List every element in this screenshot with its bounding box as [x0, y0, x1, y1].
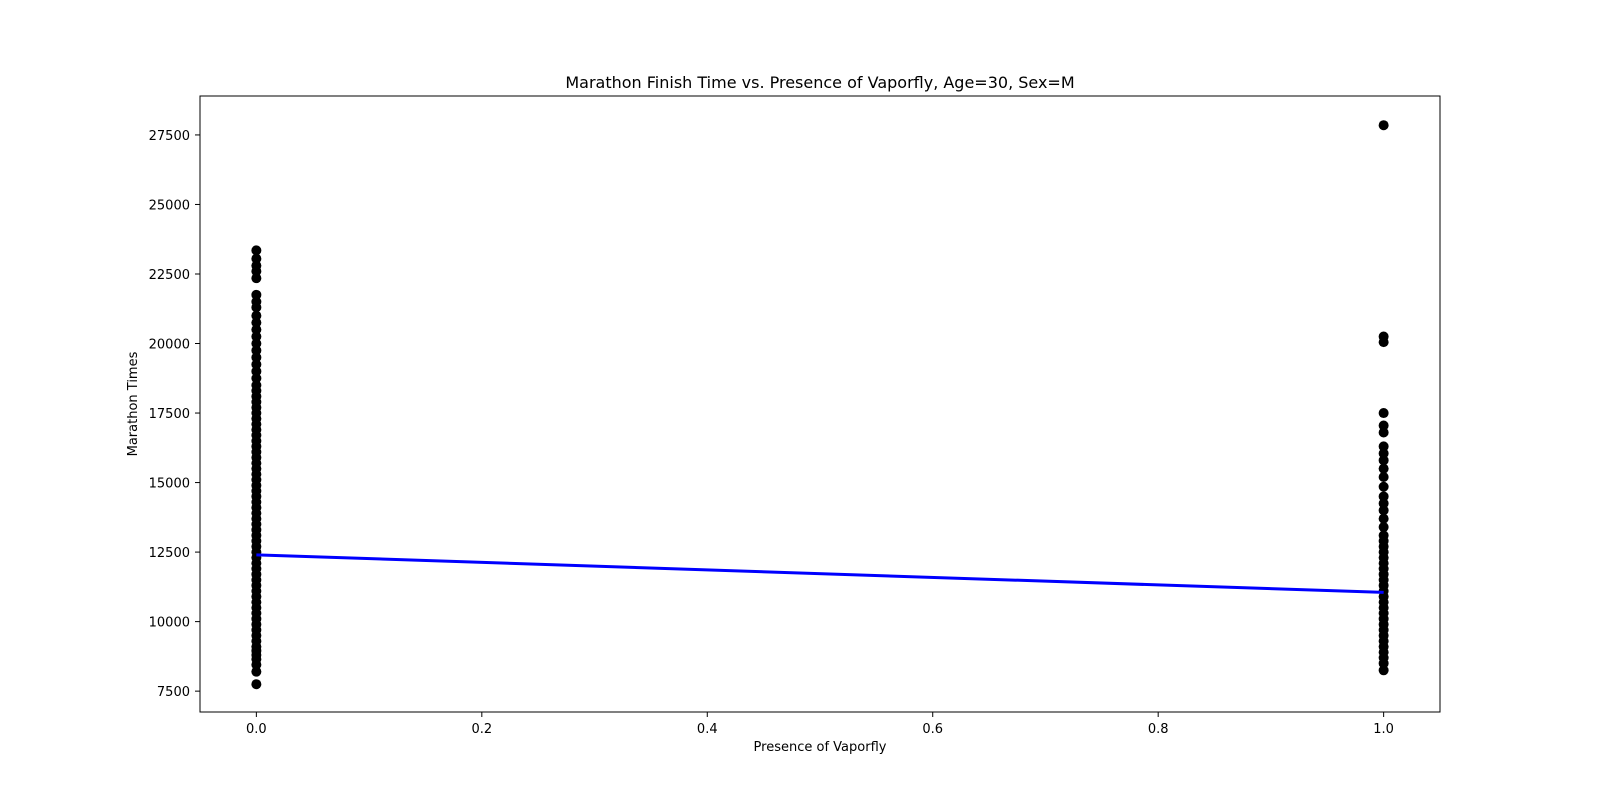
x-tick-label: 1.0	[1373, 722, 1394, 737]
y-tick-label: 12500	[149, 546, 190, 561]
data-point-56	[251, 359, 262, 370]
data-point-1	[251, 666, 262, 677]
data-point-67	[251, 273, 262, 284]
data-point-113	[1378, 120, 1389, 131]
data-point-105	[1378, 455, 1389, 466]
data-point-55	[251, 366, 262, 377]
data-point-65	[251, 296, 262, 307]
data-point-72	[1378, 665, 1389, 676]
data-point-97	[1378, 522, 1389, 533]
y-tick-label: 20000	[149, 338, 190, 353]
plot-marks	[251, 120, 1389, 690]
y-axis-label: Marathon Times	[126, 351, 141, 456]
x-tick-label: 0.0	[246, 722, 267, 737]
data-point-66	[251, 289, 262, 300]
data-point-108	[1378, 427, 1389, 438]
data-point-59	[251, 338, 262, 349]
data-point-53	[251, 380, 262, 391]
data-point-96	[1378, 530, 1389, 541]
data-point-102	[1378, 481, 1389, 492]
data-point-103	[1378, 472, 1389, 482]
x-axis-ticks: 0.0 0.2 0.4 0.6 0.8 1.0	[246, 712, 1394, 737]
data-point-61	[251, 324, 262, 335]
y-axis-ticks: 7500 10000 12500 15000 17500 20000 22500 25000 2…	[149, 129, 200, 700]
regression-line	[256, 553, 1384, 594]
data-point-100	[1378, 498, 1389, 509]
y-tick-label: 27500	[149, 129, 190, 144]
y-tick-label: 22500	[149, 268, 190, 283]
y-tick-label: 7500	[157, 685, 190, 700]
y-tick-label: 10000	[149, 616, 190, 631]
data-point-60	[251, 331, 262, 342]
data-point-63	[251, 310, 262, 321]
data-point-109	[1378, 420, 1389, 431]
data-point-107	[1378, 441, 1389, 452]
plot-area-frame	[199, 95, 1441, 713]
data-point-69	[251, 260, 262, 271]
data-point-104	[1378, 463, 1389, 474]
data-point-98	[1378, 513, 1389, 524]
data-point-110	[1378, 408, 1389, 419]
x-tick-label: 0.2	[471, 722, 492, 737]
data-point-0	[251, 679, 262, 690]
data-point-58	[251, 345, 262, 356]
data-point-99	[1378, 505, 1389, 516]
data-point-57	[251, 352, 262, 363]
data-point-71	[251, 245, 262, 256]
y-tick-label: 25000	[149, 198, 190, 213]
data-point-112	[1378, 331, 1389, 342]
y-tick-label: 17500	[149, 407, 190, 422]
data-point-54	[251, 373, 262, 384]
data-point-101	[1378, 491, 1389, 502]
data-point-70	[251, 253, 262, 264]
data-point-106	[1378, 448, 1389, 459]
x-axis-label: Presence of Vaporfly	[754, 740, 887, 755]
x-tick-label: 0.6	[922, 722, 943, 737]
x-tick-label: 0.4	[697, 722, 718, 737]
y-tick-label: 15000	[149, 477, 190, 492]
chart-title: Marathon Finish Time vs. Presence of Vap…	[565, 73, 1074, 92]
x-tick-label: 0.8	[1148, 722, 1169, 737]
data-point-62	[251, 317, 262, 328]
